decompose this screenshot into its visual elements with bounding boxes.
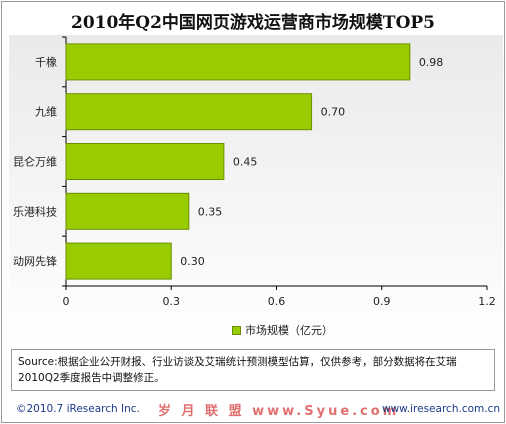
copyright: ©2010.7 iResearch Inc. (16, 403, 140, 415)
category-label: 昆仑万维 (13, 155, 57, 169)
source-line-2: 2010Q2季度报告中调整修正。 (18, 372, 165, 384)
x-tick-label: 0.9 (373, 295, 391, 308)
bar-value-label: 0.98 (419, 56, 444, 69)
bar-value-label: 0.35 (198, 205, 223, 218)
bar (65, 143, 225, 180)
x-tick-label: 1.2 (478, 295, 496, 308)
bar-value-label: 0.70 (321, 106, 346, 119)
legend: 市场规模（亿元） (232, 322, 333, 338)
x-tick-label: 0.3 (163, 295, 181, 308)
bar-chart: 0 0.3 0.6 0.9 1.2 0.98 千橡 0.70 九维 0.45 昆仑万维 0.35 乐港科… (13, 36, 496, 308)
x-tick-label: 0 (63, 295, 70, 308)
bar (65, 192, 190, 230)
website-link[interactable]: www.iresearch.com.cn (382, 403, 501, 415)
bar-value-label: 0.45 (233, 156, 258, 169)
category-label: 九维 (35, 106, 57, 119)
category-label: 动网先锋 (13, 255, 57, 268)
chart-title: 2010年Q2中国网页游戏运营商市场规模TOP5 (70, 13, 436, 33)
category-label: 乐港科技 (13, 204, 57, 218)
bar (65, 43, 411, 81)
source-note: Source:根据企业公开财报、行业访谈及艾瑞统计预测模型估算，仅供参考，部分数… (11, 349, 495, 391)
bar (65, 242, 172, 280)
bar (65, 93, 313, 131)
plot-background (9, 35, 503, 345)
legend-swatch (232, 325, 241, 335)
footer: ©2010.7 iResearch Inc. 岁 月 联 盟 www.Syue.… (2, 400, 504, 420)
x-tick-label: 0.6 (268, 295, 286, 308)
watermark-text: 岁 月 联 盟 www.Syue.com (158, 404, 400, 419)
category-label: 千橡 (35, 56, 57, 69)
bar-value-label: 0.30 (180, 255, 205, 268)
source-line-1: Source:根据企业公开财报、行业访谈及艾瑞统计预测模型估算，仅供参考，部分数… (18, 356, 457, 368)
legend-label: 市场规模（亿元） (245, 324, 333, 337)
